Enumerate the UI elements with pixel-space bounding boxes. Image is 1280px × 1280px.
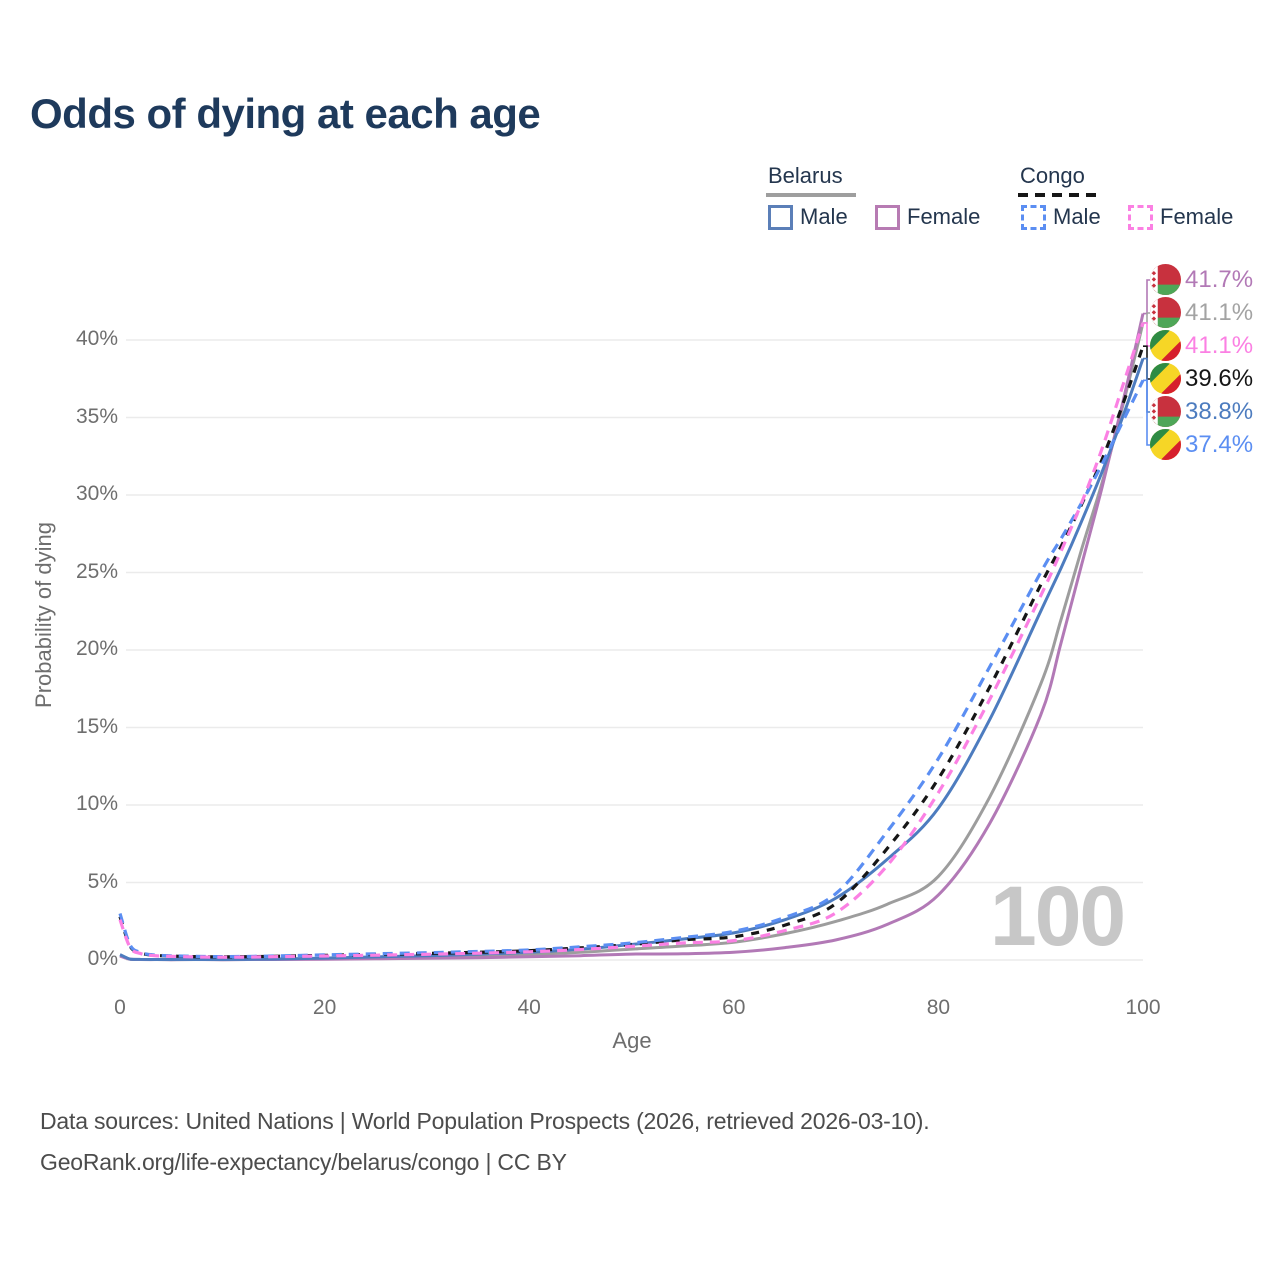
end-label-belarus-female: 41.7% <box>1150 263 1253 296</box>
series-line-congo-male[interactable] <box>118 379 1145 959</box>
legend-swatch-congo-male[interactable] <box>1021 205 1046 230</box>
series-line-belarus-male[interactable] <box>119 358 1145 961</box>
congo-flag <box>1150 363 1181 394</box>
belarus-flag-icon <box>1150 396 1181 427</box>
belarus-flag <box>1150 297 1181 328</box>
x-tick-label-100: 100 <box>1125 996 1161 1019</box>
belarus-flag <box>1150 264 1181 295</box>
end-label-belarus-both-sexes: 41.1% <box>1150 296 1253 329</box>
series-line-congo-both[interactable] <box>118 345 1145 959</box>
end-label-value: 39.6% <box>1185 364 1254 392</box>
end-label-value: 41.1% <box>1185 298 1254 326</box>
legend-label-belarus-female[interactable]: Female <box>907 204 981 229</box>
legend-label-congo-female[interactable]: Female <box>1160 204 1234 229</box>
belarus-flag-icon <box>1150 264 1181 295</box>
x-tick-label-60: 60 <box>722 996 746 1019</box>
series-line-belarus-both[interactable] <box>119 322 1145 962</box>
end-label-connector-0 <box>1143 279 1150 315</box>
legend-congo-linestyle-dashed <box>1018 193 1098 197</box>
legend-belarus-linestyle-solid <box>766 193 856 197</box>
series-line-belarus-female[interactable] <box>119 313 1145 962</box>
legend-swatch-belarus-male[interactable] <box>768 205 793 230</box>
y-tick-label-40: 40% <box>75 327 118 350</box>
end-label-congo-both-sexes: 39.6% <box>1150 362 1253 395</box>
y-tick-label-25: 25% <box>75 559 118 583</box>
belarus-flag <box>1150 396 1181 427</box>
footer-data-sources: Data sources: United Nations | World Pop… <box>40 1108 930 1134</box>
y-tick-label-30: 30% <box>75 482 118 505</box>
end-label-value: 41.1% <box>1185 331 1254 359</box>
y-tick-label-15: 15% <box>75 714 118 738</box>
y-tick-label-35: 35% <box>75 404 118 428</box>
x-tick-label-80: 80 <box>926 996 951 1019</box>
end-label-congo-female: 41.1% <box>1150 329 1253 362</box>
x-axis-title: Age <box>612 1028 652 1053</box>
legend-label-congo-male[interactable]: Male <box>1053 204 1101 229</box>
y-tick-label-0: 0% <box>87 947 118 970</box>
end-label-congo-male: 37.4% <box>1150 428 1253 461</box>
congo-flag-icon <box>1150 363 1181 394</box>
y-tick-label-5: 5% <box>87 869 118 893</box>
congo-flag-icon <box>1150 330 1181 361</box>
legend-label-belarus-male[interactable]: Male <box>800 204 848 229</box>
legend-swatch-congo-female[interactable] <box>1128 205 1153 230</box>
end-label-belarus-male: 38.8% <box>1150 395 1253 428</box>
legend-group-congo[interactable]: Congo <box>1020 163 1085 188</box>
x-tick-label-40: 40 <box>517 996 541 1019</box>
footer-attribution: GeoRank.org/life-expectancy/belarus/cong… <box>40 1149 567 1175</box>
legend-group-belarus[interactable]: Belarus <box>768 163 843 188</box>
belarus-flag-icon <box>1150 297 1181 328</box>
y-tick-label-20: 20% <box>75 637 118 660</box>
end-label-value: 41.7% <box>1185 265 1254 293</box>
page-title: Odds of dying at each age <box>30 90 541 137</box>
end-label-connector-2 <box>1143 322 1150 347</box>
congo-flag <box>1150 429 1181 460</box>
end-label-connector-5 <box>1143 379 1150 446</box>
x-tick-label-20: 20 <box>312 996 337 1019</box>
line-chart-plot <box>118 279 1150 962</box>
age-watermark: 100 <box>990 869 1126 963</box>
y-axis-title: Probability of dying <box>31 522 56 708</box>
end-label-value: 38.8% <box>1185 397 1254 425</box>
legend-swatch-belarus-female[interactable] <box>875 205 900 230</box>
end-label-value: 37.4% <box>1185 430 1254 458</box>
series-line-congo-female[interactable] <box>118 322 1145 959</box>
y-tick-label-10: 10% <box>75 792 118 815</box>
series-end-labels: 41.7% 41.1% 41.1% 39.6% 38.8% 37.4% <box>1150 263 1253 461</box>
congo-flag <box>1150 330 1181 361</box>
congo-flag-icon <box>1150 429 1181 460</box>
x-tick-label-0: 0 <box>114 996 126 1019</box>
